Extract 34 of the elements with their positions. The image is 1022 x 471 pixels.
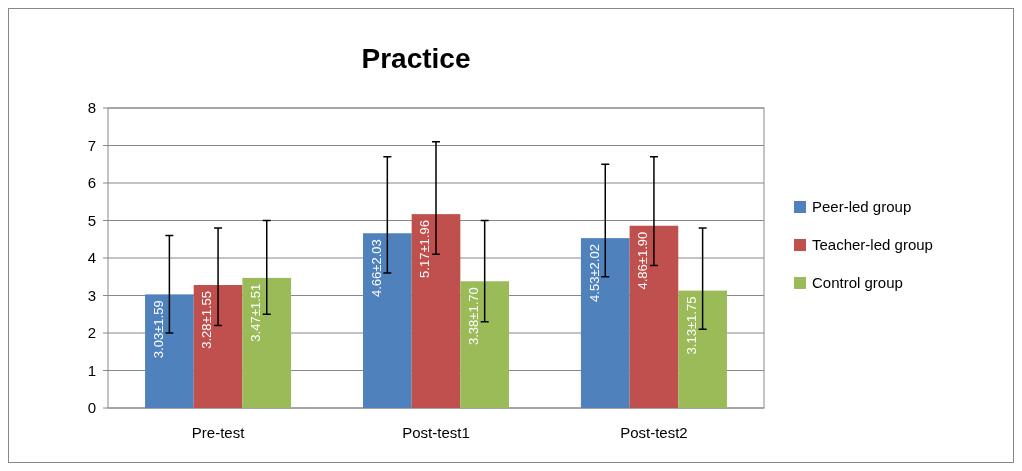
legend-label: Peer-led group [812, 198, 912, 216]
x-tick-label: Post-test1 [402, 424, 470, 441]
bar [678, 290, 727, 408]
y-tick-label: 4 [87, 249, 96, 267]
data-label: 3.47±1.51 [248, 283, 264, 342]
y-tick-label: 8 [87, 99, 96, 117]
data-label: 3.28±1.55 [199, 291, 215, 349]
legend-label: Teacher-led group [812, 236, 933, 254]
bar [629, 225, 679, 408]
legend-label: Control group [812, 274, 903, 292]
bar [242, 277, 292, 408]
data-label: 3.13±1.75 [683, 296, 699, 355]
data-label: 5.17±1.96 [417, 220, 433, 278]
y-tick-label: 0 [87, 399, 96, 417]
bar [460, 281, 510, 408]
y-tick-label: 6 [87, 174, 96, 192]
bar [193, 285, 243, 408]
bar [145, 294, 194, 408]
y-tick-label: 2 [87, 324, 96, 342]
bar [411, 214, 461, 408]
data-label: 4.86±1.90 [635, 231, 651, 290]
x-tick-label: Post-test2 [620, 424, 688, 441]
y-tick-label: 3 [87, 286, 96, 304]
data-label: 4.53±2.02 [586, 244, 602, 302]
bar [362, 233, 412, 408]
data-label: 3.38±1.70 [466, 287, 482, 345]
chart-title: Practice [361, 43, 471, 74]
bar [580, 238, 630, 408]
data-label: 4.66±2.03 [368, 239, 384, 297]
x-tick-label: Pre-test [191, 424, 246, 441]
y-tick-label: 7 [87, 136, 96, 154]
y-tick-label: 1 [87, 361, 96, 379]
data-label: 3.03±1.59 [150, 300, 166, 359]
y-tick-label: 5 [87, 211, 96, 229]
